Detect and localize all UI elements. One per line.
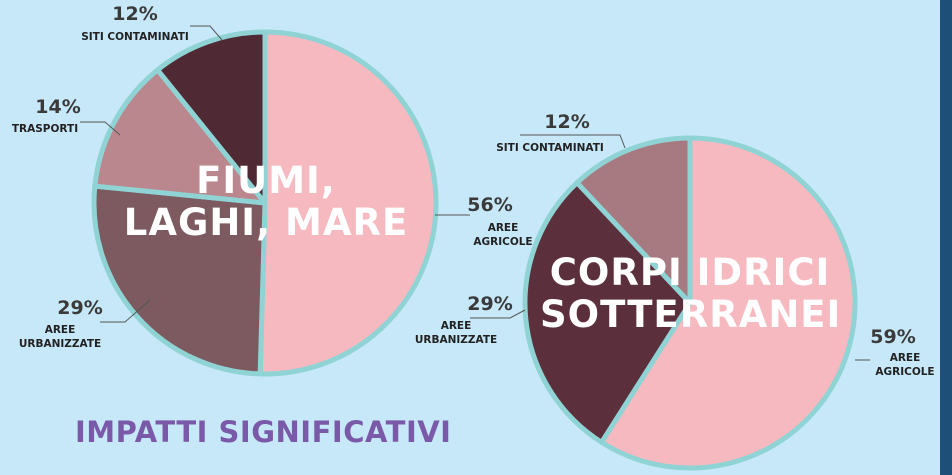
pie-title: CORPI IDRICI SOTTERRANEI [540,251,842,336]
value-label: 56% [467,194,513,216]
category-label: AREE URBANIZZATE [414,320,498,346]
leader-line [190,25,223,41]
pie-slice [599,135,858,471]
leader-line [100,299,151,323]
leader-line [520,134,626,149]
category-label: AREE URBANIZZATE [18,324,102,350]
leader-line [80,121,121,136]
pie-slice [155,29,268,206]
pie-slice [522,180,693,445]
side-stripe [940,0,952,475]
value-label: 29% [57,297,103,319]
category-label: AREE AGRICOLE [875,352,935,378]
category-label: TRASPORTI [11,123,79,135]
category-label: SITI CONTAMINATI [81,31,189,43]
pie-slice [257,29,439,377]
pie-slice [91,183,268,377]
category-label: AREE AGRICOLE [473,222,533,248]
pie-slice [574,135,693,306]
value-label: 29% [467,293,513,315]
pie-slice [92,67,268,206]
caption: IMPATTI SIGNIFICATIVI [75,415,452,449]
value-label: 12% [112,3,158,25]
leader-line [470,309,526,319]
value-label: 14% [35,96,81,118]
value-label: 59% [870,326,916,348]
value-label: 12% [544,111,590,133]
category-label: SITI CONTAMINATI [496,142,604,154]
pie-title: FIUMI, LAGHI, MARE [123,159,409,244]
